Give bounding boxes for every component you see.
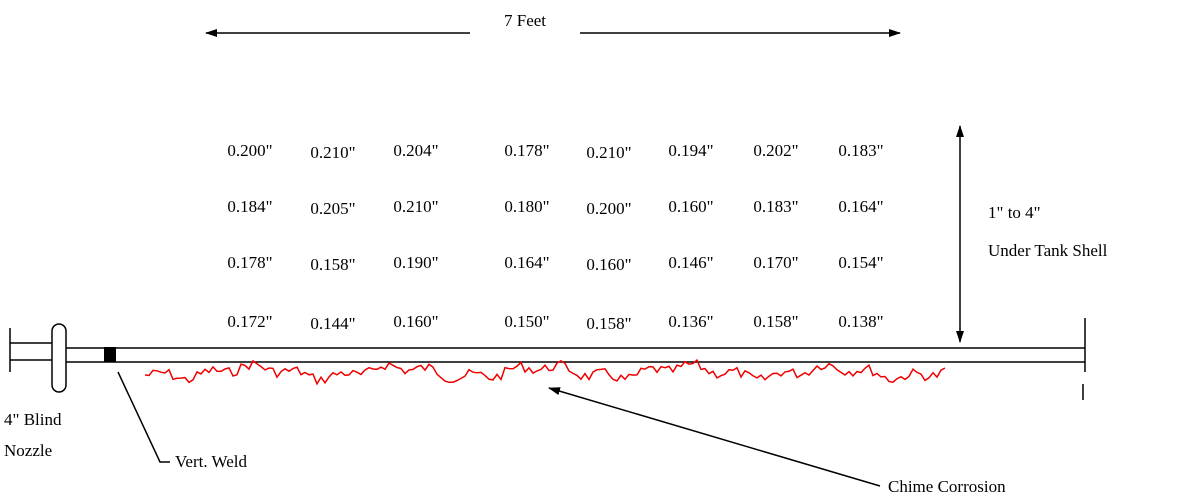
thickness-reading: 0.202"	[753, 141, 798, 160]
thickness-reading: 0.146"	[668, 253, 713, 272]
thickness-reading: 0.160"	[668, 197, 713, 216]
readings-grid: 0.200" 0.210" 0.204" 0.178" 0.210" 0.194" 0.20…	[227, 141, 883, 333]
corrosion-label: Chime Corrosion	[888, 477, 1006, 496]
thickness-reading: 0.200"	[586, 199, 631, 218]
thickness-reading: 0.170"	[753, 253, 798, 272]
thickness-reading: 0.210"	[393, 197, 438, 216]
thickness-reading: 0.210"	[310, 143, 355, 162]
weld-label: Vert. Weld	[175, 452, 247, 471]
thickness-reading: 0.160"	[586, 255, 631, 274]
thickness-reading: 0.144"	[310, 314, 355, 333]
thickness-reading: 0.194"	[668, 141, 713, 160]
thickness-reading: 0.150"	[504, 312, 549, 331]
thickness-reading: 0.158"	[753, 312, 798, 331]
thickness-reading: 0.210"	[586, 143, 631, 162]
thickness-reading: 0.164"	[838, 197, 883, 216]
height-note: 1" to 4"	[988, 203, 1041, 222]
thickness-reading: 0.158"	[586, 314, 631, 333]
thickness-reading: 0.158"	[310, 255, 355, 274]
chime-corrosion	[144, 358, 946, 386]
height-note: Under Tank Shell	[988, 241, 1108, 260]
thickness-reading: 0.190"	[393, 253, 438, 272]
nozzle-label: Nozzle	[4, 441, 52, 460]
nozzle-label: 4" Blind	[4, 410, 62, 429]
thickness-reading: 0.160"	[393, 312, 438, 331]
thickness-reading: 0.183"	[838, 141, 883, 160]
thickness-reading: 0.178"	[227, 253, 272, 272]
corrosion-leader	[548, 387, 881, 487]
thickness-reading: 0.172"	[227, 312, 272, 331]
thickness-reading: 0.178"	[504, 141, 549, 160]
nozzle-body	[51, 323, 67, 393]
thickness-reading: 0.138"	[838, 312, 883, 331]
thickness-reading: 0.180"	[504, 197, 549, 216]
thickness-reading: 0.183"	[753, 197, 798, 216]
thickness-reading: 0.205"	[310, 199, 355, 218]
vertical-weld	[104, 347, 116, 362]
thickness-reading: 0.164"	[504, 253, 549, 272]
length-label: 7 Feet	[504, 11, 546, 30]
thickness-reading: 0.154"	[838, 253, 883, 272]
thickness-reading: 0.204"	[393, 141, 438, 160]
thickness-reading: 0.184"	[227, 197, 272, 216]
thickness-reading: 0.136"	[668, 312, 713, 331]
weld-leader	[117, 371, 170, 463]
thickness-reading: 0.200"	[227, 141, 272, 160]
